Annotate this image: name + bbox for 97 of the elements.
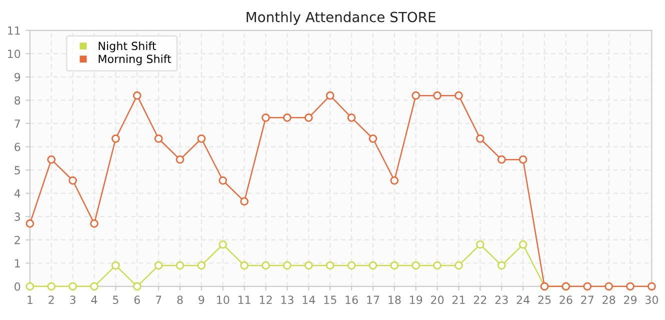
x-tick-label: 4 bbox=[91, 296, 98, 304]
y-tick-label: 2 bbox=[14, 236, 20, 244]
point bbox=[68, 282, 77, 291]
y-tick-label: 0 bbox=[14, 282, 20, 291]
point bbox=[132, 91, 142, 100]
x-tick-label: 23 bbox=[495, 296, 508, 304]
point bbox=[47, 282, 56, 291]
point bbox=[197, 261, 206, 270]
y-tick-label: 11 bbox=[8, 26, 20, 35]
point bbox=[454, 261, 463, 270]
x-tick-label: 29 bbox=[624, 296, 637, 304]
point bbox=[648, 282, 656, 291]
point bbox=[283, 114, 292, 122]
point bbox=[47, 155, 56, 164]
point bbox=[68, 176, 77, 185]
y-tick-label: 8 bbox=[14, 96, 20, 105]
x-tick-label: 1 bbox=[28, 296, 32, 304]
point bbox=[583, 282, 592, 291]
point bbox=[604, 282, 613, 291]
point bbox=[262, 114, 270, 122]
x-tick-label: 28 bbox=[602, 296, 616, 304]
x-tick-label: 7 bbox=[156, 296, 162, 304]
point bbox=[518, 240, 528, 249]
point bbox=[433, 261, 442, 270]
y-tick-label: 3 bbox=[14, 212, 20, 221]
legend-label: Night Shift bbox=[98, 42, 156, 52]
point bbox=[218, 240, 228, 249]
point bbox=[154, 134, 163, 143]
y-tick-label: 1 bbox=[15, 259, 20, 268]
x-tick-label: 13 bbox=[281, 296, 294, 304]
point bbox=[112, 261, 120, 270]
point bbox=[518, 155, 528, 164]
x-tick-label: 15 bbox=[324, 296, 336, 304]
x-tick-label: 17 bbox=[367, 296, 380, 304]
point bbox=[412, 261, 420, 270]
x-tick-label: 16 bbox=[346, 296, 358, 304]
x-tick-label: 12 bbox=[260, 296, 272, 304]
y-tick-label: 7 bbox=[14, 120, 20, 128]
point bbox=[390, 176, 399, 185]
y-tick-label: 6 bbox=[14, 142, 20, 152]
point bbox=[112, 134, 120, 143]
x-tick-label: 5 bbox=[113, 296, 118, 304]
x-tick-label: 25 bbox=[538, 296, 551, 304]
point bbox=[304, 261, 313, 270]
x-tick-label: 22 bbox=[474, 296, 486, 304]
point bbox=[626, 282, 634, 291]
point bbox=[132, 282, 142, 291]
x-tick-label: 9 bbox=[198, 296, 204, 304]
x-tick-label: 24 bbox=[516, 296, 530, 304]
y-tick-label: 4 bbox=[14, 189, 20, 198]
point bbox=[476, 134, 484, 143]
point bbox=[368, 134, 378, 143]
point bbox=[197, 134, 206, 143]
x-tick-label: 11 bbox=[238, 296, 250, 304]
point bbox=[497, 155, 506, 164]
y-tick-label: 9 bbox=[14, 72, 20, 82]
point bbox=[454, 91, 463, 100]
point bbox=[176, 155, 184, 164]
point bbox=[497, 261, 506, 270]
chart-title: Monthly Attendance STORE bbox=[246, 12, 436, 25]
x-tick-label: 20 bbox=[431, 296, 444, 304]
x-tick-label: 30 bbox=[645, 296, 658, 304]
point bbox=[326, 91, 334, 100]
x-tick-label: 19 bbox=[410, 296, 422, 304]
x-tick-label: 27 bbox=[581, 296, 594, 304]
point bbox=[240, 261, 248, 270]
point bbox=[283, 261, 292, 270]
x-tick-label: 18 bbox=[388, 296, 401, 304]
point bbox=[433, 91, 442, 100]
x-tick-label: 6 bbox=[134, 296, 140, 304]
point bbox=[326, 261, 334, 270]
point bbox=[304, 114, 313, 122]
point bbox=[368, 261, 378, 270]
legend-label: Morning Shift bbox=[98, 54, 172, 66]
x-tick-label: 10 bbox=[217, 296, 230, 304]
point bbox=[26, 219, 34, 228]
point bbox=[26, 282, 34, 291]
point bbox=[390, 261, 399, 270]
x-tick-label: 2 bbox=[48, 296, 54, 304]
point bbox=[412, 91, 420, 100]
point bbox=[218, 176, 228, 185]
point bbox=[347, 114, 356, 122]
y-tick-label: 10 bbox=[8, 50, 20, 58]
y-tick-label: 5 bbox=[14, 166, 20, 174]
x-tick-label: 21 bbox=[452, 296, 465, 304]
point bbox=[240, 197, 248, 206]
point bbox=[90, 282, 98, 291]
x-tick-label: 3 bbox=[70, 296, 76, 304]
point bbox=[90, 219, 98, 228]
point bbox=[262, 261, 270, 270]
point bbox=[347, 261, 356, 270]
point bbox=[154, 261, 163, 270]
point bbox=[176, 261, 184, 270]
x-tick-label: 8 bbox=[177, 296, 183, 304]
point bbox=[476, 240, 484, 249]
x-tick-label: 14 bbox=[302, 296, 316, 304]
x-tick-label: 26 bbox=[560, 296, 572, 304]
